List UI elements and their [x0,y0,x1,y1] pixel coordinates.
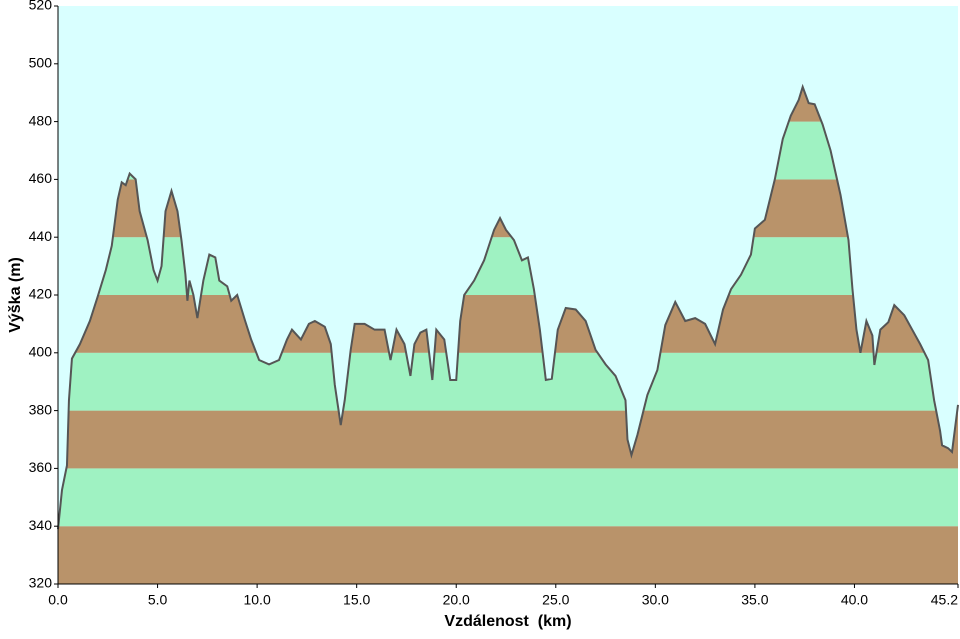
y-tick-label: 520 [29,0,53,13]
y-tick-label: 360 [29,459,53,475]
band [58,410,958,469]
y-tick-label: 380 [29,401,53,417]
y-tick-label: 420 [29,286,53,302]
x-tick-label: 5.0 [148,592,168,608]
x-tick-label: 30.0 [642,592,669,608]
y-axis-label: Výška (m) [7,257,24,333]
band [58,352,958,411]
elevation-line [57,83,959,530]
x-tick-label: 20.0 [443,592,470,608]
x-axis-label: Vzdálenost (km) [444,613,571,630]
y-tick-label: 440 [29,228,53,244]
y-tick-label: 480 [29,112,53,128]
x-tick-label: 25.0 [542,592,569,608]
band [58,468,958,527]
y-tick-label: 460 [29,170,53,186]
band [58,526,958,584]
x-tick-label: 15.0 [343,592,370,608]
y-tick-label: 500 [29,55,53,71]
y-tick-label: 400 [29,344,53,360]
x-tick-label: 35.0 [741,592,768,608]
y-tick-label: 320 [29,575,53,591]
x-tick-label: 10.0 [243,592,270,608]
x-tick-label: 0.0 [48,592,68,608]
band [58,295,958,353]
x-tick-label: 40.0 [841,592,868,608]
x-tick-label: 45.2 [931,592,958,608]
y-tick-label: 340 [29,517,53,533]
